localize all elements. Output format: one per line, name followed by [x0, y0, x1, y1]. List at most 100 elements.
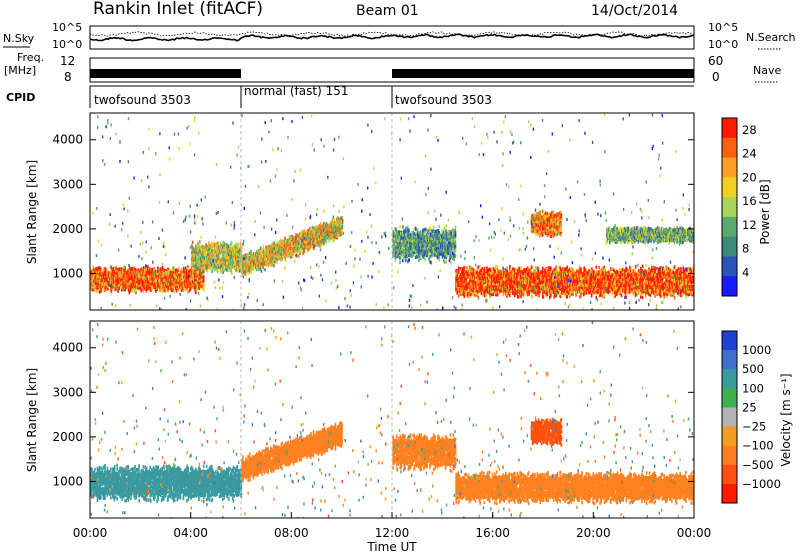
echo-cell	[416, 231, 419, 235]
echo-cell	[324, 222, 326, 226]
echo-cell	[416, 228, 419, 232]
echo-cell	[405, 245, 407, 249]
echo-cell	[425, 249, 428, 253]
echo-cell	[233, 252, 235, 256]
echo-cell	[447, 244, 450, 248]
echo-cell	[338, 228, 340, 232]
echo-cell	[236, 263, 238, 267]
echo-cell	[399, 225, 401, 229]
echo-cell	[450, 247, 452, 251]
echo-cell	[425, 242, 428, 246]
echo-cell	[119, 267, 121, 271]
echo-cell	[279, 254, 281, 258]
echo-cell	[319, 243, 322, 248]
echo-cell	[425, 251, 428, 256]
echo-cell	[341, 219, 344, 223]
echo-cell	[447, 229, 450, 233]
echo-cell	[233, 264, 235, 268]
echo-cell	[463, 284, 466, 289]
echo-cell	[425, 245, 428, 250]
echo-cell	[446, 243, 449, 247]
echo-cell	[413, 248, 415, 252]
echo-cell	[137, 268, 139, 272]
echo-cell	[443, 230, 446, 235]
freq-tick-bottom: 8	[64, 70, 72, 84]
echo-cell	[223, 268, 225, 272]
echo-cell	[92, 275, 95, 279]
echo-cell	[220, 244, 223, 248]
echo-cell	[183, 288, 185, 292]
echo-cell	[135, 281, 138, 286]
echo-cell	[196, 256, 198, 260]
date-title: 14/Oct/2014	[591, 3, 678, 19]
echo-cell	[95, 271, 98, 275]
echo-cell	[248, 268, 251, 273]
echo-cell	[248, 259, 251, 263]
echo-cell	[290, 247, 293, 252]
echo-cell	[304, 234, 306, 238]
echo-cell	[279, 246, 281, 250]
echo-cell	[429, 255, 432, 259]
echo-cell	[218, 245, 221, 250]
echo-cell	[191, 285, 194, 290]
echo-cell	[234, 257, 236, 262]
echo-cell	[221, 248, 223, 252]
echo-cell	[410, 241, 413, 246]
echo-cell	[181, 272, 184, 277]
nsearch-trace	[89, 31, 695, 38]
echo-cell	[104, 285, 106, 289]
echo-cell	[294, 238, 296, 242]
echo-cell	[414, 255, 417, 259]
echo-cell	[323, 222, 325, 226]
echo-cell	[276, 241, 279, 246]
echo-cell	[217, 260, 219, 264]
echo-cell	[142, 275, 144, 280]
echo-cell	[246, 253, 248, 257]
echo-cell	[90, 278, 93, 282]
echo-cell	[447, 232, 449, 236]
echo-cell	[218, 255, 221, 260]
echo-cell	[99, 270, 102, 274]
echo-cell	[143, 266, 145, 270]
echo-cell	[193, 252, 195, 257]
echo-cell	[213, 268, 215, 272]
echo-cell	[461, 277, 463, 281]
echo-cell	[434, 234, 436, 238]
echo-cell	[207, 255, 209, 259]
echo-cell	[403, 231, 406, 235]
echo-cell	[395, 250, 398, 255]
echo-cell	[398, 235, 401, 239]
echo-cell	[177, 287, 180, 291]
cpid-segment-1: twofsound 3503	[94, 93, 191, 107]
echo-cell	[401, 247, 403, 251]
echo-cell	[294, 248, 296, 252]
echo-cell	[431, 242, 433, 246]
echo-cell	[198, 286, 201, 290]
echo-cell	[333, 234, 336, 238]
echo-cell	[201, 244, 203, 249]
echo-cell	[243, 255, 245, 259]
echo-cell	[297, 249, 299, 254]
echo-cell	[115, 266, 117, 270]
echo-cell	[187, 267, 189, 271]
echo-cell	[439, 249, 442, 253]
echo-cell	[192, 280, 194, 284]
echo-cell	[197, 283, 199, 287]
echo-cell	[280, 243, 282, 247]
echo-cell	[203, 245, 206, 249]
echo-cell	[292, 245, 295, 249]
echo-cell	[399, 242, 401, 246]
echo-cell	[288, 235, 291, 239]
echo-cell	[337, 233, 340, 238]
echo-cell	[98, 273, 101, 278]
echo-cell	[449, 256, 452, 260]
echo-cell	[295, 249, 298, 253]
echo-cell	[290, 255, 292, 259]
echo-cell	[303, 249, 305, 254]
echo-cell	[431, 246, 433, 250]
echo-cell	[419, 254, 422, 258]
echo-cell	[313, 246, 315, 250]
echo-cell	[292, 250, 295, 255]
echo-cell	[240, 248, 243, 253]
echo-cell	[239, 241, 242, 246]
